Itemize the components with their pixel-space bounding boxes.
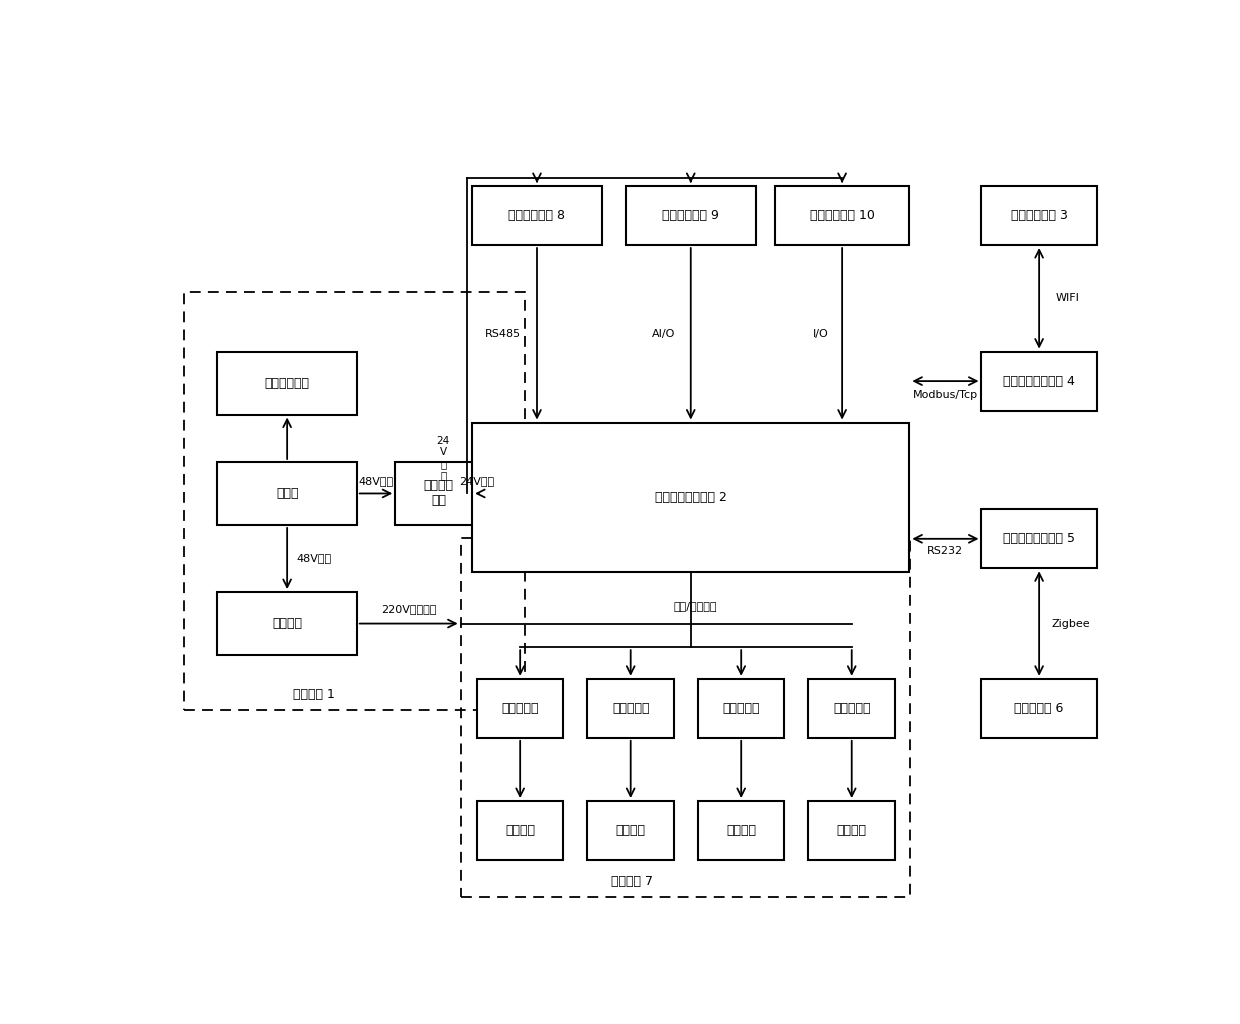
Bar: [588, 679, 675, 738]
Text: 24V供电: 24V供电: [459, 476, 495, 485]
Bar: [775, 186, 909, 245]
Bar: [396, 462, 481, 525]
Bar: [460, 539, 910, 897]
Text: RS485: RS485: [485, 329, 522, 339]
Text: 车体运动控制系统 2: 车体运动控制系统 2: [655, 490, 727, 504]
Text: 直流转换
电源: 直流转换 电源: [424, 479, 454, 508]
Bar: [472, 423, 909, 572]
Text: 24
V
供
电: 24 V 供 电: [436, 435, 450, 480]
Bar: [626, 186, 755, 245]
Text: WIFI: WIFI: [1056, 293, 1080, 303]
Text: 主控调度系统 3: 主控调度系统 3: [1011, 209, 1068, 222]
Text: RS232: RS232: [928, 547, 963, 556]
Bar: [982, 509, 1096, 568]
Bar: [477, 679, 563, 738]
Text: 遥控无线通讯模块 5: 遥控无线通讯模块 5: [1003, 532, 1075, 546]
Bar: [698, 801, 785, 860]
Text: 220V驱动供电: 220V驱动供电: [381, 604, 436, 614]
Text: 自动对接系统 9: 自动对接系统 9: [662, 209, 719, 222]
Text: 无线遥控器 6: 无线遥控器 6: [1014, 701, 1064, 715]
Text: Modbus/Tcp: Modbus/Tcp: [913, 390, 978, 400]
Bar: [477, 801, 563, 860]
Bar: [698, 679, 785, 738]
Bar: [982, 186, 1096, 245]
Text: Zigbee: Zigbee: [1052, 618, 1090, 629]
Text: 电池组: 电池组: [275, 487, 299, 500]
Text: 驱动电机: 驱动电机: [616, 824, 646, 837]
Text: 安全防撞系统 10: 安全防撞系统 10: [810, 209, 874, 222]
Text: 伺服驱动器: 伺服驱动器: [501, 701, 539, 715]
Bar: [217, 462, 357, 525]
Bar: [217, 592, 357, 655]
Bar: [217, 351, 357, 415]
Text: 供电系统 1: 供电系统 1: [293, 688, 335, 700]
Text: 48V供电: 48V供电: [296, 554, 331, 563]
Text: AI/O: AI/O: [652, 329, 676, 339]
Bar: [472, 186, 601, 245]
Text: 驱动电机: 驱动电机: [727, 824, 756, 837]
Text: 伺服驱动器: 伺服驱动器: [613, 701, 650, 715]
Text: 电量管理模块: 电量管理模块: [264, 377, 310, 389]
Text: 伺服驱动器: 伺服驱动器: [833, 701, 870, 715]
Text: 控制/反馈信号: 控制/反馈信号: [673, 601, 717, 611]
Text: 主控无线通讯模块 4: 主控无线通讯模块 4: [1003, 375, 1075, 388]
Text: 逆变电源: 逆变电源: [272, 617, 303, 630]
Bar: [982, 679, 1096, 738]
Text: 48V供电: 48V供电: [358, 476, 393, 485]
Text: 自主导航系统 8: 自主导航系统 8: [508, 209, 565, 222]
Text: 驱动系统 7: 驱动系统 7: [610, 874, 652, 888]
Bar: [808, 679, 895, 738]
Bar: [184, 293, 525, 711]
Text: 伺服驱动器: 伺服驱动器: [723, 701, 760, 715]
Text: I/O: I/O: [813, 329, 828, 339]
Bar: [588, 801, 675, 860]
Text: 驱动电机: 驱动电机: [505, 824, 536, 837]
Bar: [982, 351, 1096, 411]
Bar: [808, 801, 895, 860]
Text: 驱动电机: 驱动电机: [837, 824, 867, 837]
